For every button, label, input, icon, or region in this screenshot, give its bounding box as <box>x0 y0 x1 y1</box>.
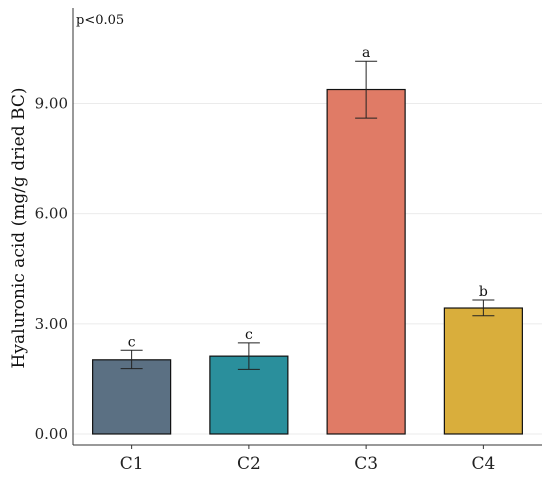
significance-letter: b <box>479 284 488 300</box>
significance-letter: a <box>362 45 370 61</box>
labels: 0.00 3.00 6.00 9.00 c C1 c C2 a C3 b C4 <box>35 45 496 474</box>
bar-c1 <box>92 359 172 435</box>
significance-letter: c <box>245 327 253 343</box>
p-value-annotation: p<0.05 <box>76 13 124 28</box>
y-tick-label: 0.00 <box>35 425 68 443</box>
y-axis-title: Hyaluronic acid (mg/g dried BC) <box>9 88 29 369</box>
y-tick-label: 9.00 <box>35 94 68 112</box>
bars <box>92 88 523 435</box>
bar-c3 <box>326 88 406 435</box>
x-tick-label: C3 <box>354 454 378 474</box>
bar-c4 <box>443 307 523 435</box>
axes <box>72 8 542 449</box>
significance-letter: c <box>128 334 136 350</box>
y-tick-label: 6.00 <box>35 205 68 223</box>
x-tick-label: C2 <box>237 454 261 474</box>
x-tick-label: C1 <box>120 454 144 474</box>
y-tick-label: 3.00 <box>35 315 68 333</box>
x-tick-label: C4 <box>471 454 495 474</box>
error-bars <box>120 60 495 370</box>
